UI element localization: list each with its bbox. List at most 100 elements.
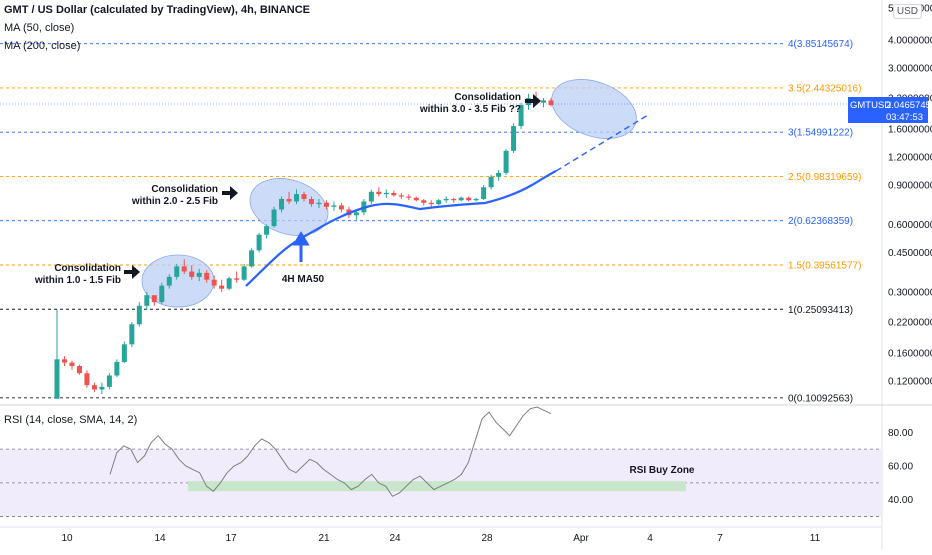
candle-body-0 bbox=[54, 359, 60, 399]
time-axis[interactable]: 10 14 17 21 24 28 Apr 4 7 11 bbox=[61, 533, 820, 544]
candle-body-62 bbox=[518, 105, 524, 127]
price-tick-11: 0.16000000 bbox=[888, 349, 932, 360]
candle-body-20 bbox=[204, 272, 210, 280]
fib-label-5: 1.5(0.39561577) bbox=[788, 260, 861, 271]
price-tick-5: 1.20000000 bbox=[888, 153, 932, 164]
candle-body-21 bbox=[211, 279, 217, 286]
candle-body-34 bbox=[308, 198, 314, 205]
candle-body-51 bbox=[436, 200, 442, 205]
price-tick-7: 0.60000000 bbox=[888, 220, 932, 231]
candle-body-17 bbox=[181, 266, 187, 272]
time-tick-7: 4 bbox=[647, 533, 653, 544]
ma50-layer: 4H MA50 bbox=[245, 114, 649, 287]
rsi-buy-zone-label: RSI Buy Zone bbox=[629, 465, 694, 476]
rsi-buy-zone bbox=[188, 481, 686, 492]
candle-body-43 bbox=[376, 191, 382, 195]
candle-body-58 bbox=[488, 176, 494, 188]
last-price-value: 2.04657456 bbox=[886, 100, 932, 111]
rsi-pane: RSI Buy Zone 80.00 60.00 40.00 bbox=[0, 406, 913, 517]
candle-body-56 bbox=[473, 198, 479, 201]
annotation-3-line1: Consolidation bbox=[454, 92, 521, 103]
candle-body-40 bbox=[353, 212, 359, 216]
candle-body-59 bbox=[496, 172, 502, 177]
time-tick-1: 14 bbox=[154, 533, 166, 544]
price-tick-2: 3.00000000 bbox=[888, 63, 932, 74]
ma50-arrow bbox=[292, 231, 310, 262]
last-price-box bbox=[848, 97, 928, 123]
annotation-1-line2: within 1.0 - 1.5 Fib bbox=[34, 275, 121, 286]
annotation-2-line1: Consolidation bbox=[151, 184, 218, 195]
candle-body-25 bbox=[241, 266, 247, 280]
candle-body-66 bbox=[548, 100, 554, 106]
candle-body-53 bbox=[451, 198, 457, 201]
currency-button[interactable]: USD bbox=[892, 4, 922, 19]
rsi-legend[interactable]: RSI (14, close, SMA, 14, 2) bbox=[4, 414, 138, 426]
annotations: Consolidation within 1.0 - 1.5 Fib Conso… bbox=[34, 92, 541, 286]
candle-body-49 bbox=[421, 200, 427, 203]
candle-body-2 bbox=[69, 362, 75, 367]
annotation-1-line1: Consolidation bbox=[54, 263, 121, 274]
candle-body-36 bbox=[323, 202, 329, 207]
consolidation-ellipses bbox=[141, 79, 637, 308]
time-tick-4: 24 bbox=[389, 533, 401, 544]
ma200-legend[interactable]: MA (200, close) bbox=[4, 40, 81, 52]
candle-body-32 bbox=[294, 194, 300, 202]
fib-label-0: 4(3.85145674) bbox=[788, 39, 853, 50]
candle-body-65 bbox=[541, 100, 547, 103]
rsi-tick-2: 40.00 bbox=[888, 495, 913, 506]
ma50-legend[interactable]: MA (50, close) bbox=[4, 22, 75, 34]
price-tick-10: 0.22000000 bbox=[888, 318, 932, 329]
fib-levels: 4(3.85145674) 3.5(2.44325016) 3(1.54991222… bbox=[0, 39, 861, 404]
candle-body-46 bbox=[398, 195, 404, 197]
candle-body-1 bbox=[61, 359, 67, 363]
annotation-1-arrow bbox=[124, 265, 140, 279]
fib-label-6: 1(0.25093413) bbox=[788, 305, 853, 316]
time-tick-2: 17 bbox=[225, 533, 237, 544]
time-tick-0: 10 bbox=[61, 533, 73, 544]
candle-body-29 bbox=[271, 209, 277, 227]
candle-body-18 bbox=[189, 271, 195, 277]
fib-label-7: 0(0.10092563) bbox=[788, 393, 853, 404]
price-axis[interactable]: 5.500000004.000000003.000000002.20000000… bbox=[888, 4, 932, 388]
candle-body-22 bbox=[219, 285, 225, 289]
price-tick-1: 4.00000000 bbox=[888, 36, 932, 47]
candle-body-52 bbox=[443, 198, 449, 201]
candle-body-10 bbox=[129, 324, 135, 345]
consolidation-ellipse-3 bbox=[551, 79, 637, 139]
candle-body-26 bbox=[249, 250, 255, 267]
candle-body-13 bbox=[151, 295, 157, 303]
last-price-tag: GMTUSD 2.04657456 03:47:53 bbox=[848, 97, 932, 123]
candle-body-15 bbox=[166, 276, 172, 286]
fib-label-4: 2(0.62368359) bbox=[788, 216, 853, 227]
ma50-projection bbox=[555, 114, 649, 172]
candle-body-33 bbox=[301, 194, 307, 199]
candle-body-14 bbox=[159, 285, 165, 303]
candle-body-30 bbox=[279, 198, 285, 210]
rsi-tick-1: 60.00 bbox=[888, 462, 913, 473]
annotation-3-arrow bbox=[525, 94, 541, 108]
candle-body-9 bbox=[121, 344, 127, 362]
symbol-label: GMTUSD bbox=[850, 100, 891, 111]
candle-body-27 bbox=[256, 234, 262, 251]
candle-body-35 bbox=[316, 202, 322, 205]
price-tick-6: 0.90000000 bbox=[888, 181, 932, 192]
candle-body-12 bbox=[144, 295, 150, 306]
candle-body-16 bbox=[174, 266, 180, 277]
candle-body-45 bbox=[391, 192, 397, 196]
candle-body-23 bbox=[226, 278, 232, 289]
candle-body-42 bbox=[368, 191, 374, 202]
consolidation-ellipse-2 bbox=[249, 178, 329, 236]
time-tick-5: 28 bbox=[481, 533, 493, 544]
ma50-label: 4H MA50 bbox=[282, 274, 325, 285]
price-tick-8: 0.45000000 bbox=[888, 248, 932, 259]
candle-body-28 bbox=[264, 226, 270, 235]
fib-label-2: 3(1.54991222) bbox=[788, 128, 853, 139]
candle-body-7 bbox=[106, 375, 112, 387]
candle-body-6 bbox=[99, 386, 105, 390]
candle-body-50 bbox=[428, 202, 434, 205]
candle-body-37 bbox=[331, 205, 337, 207]
annotation-2-arrow bbox=[222, 186, 238, 200]
rsi-line bbox=[109, 406, 552, 497]
